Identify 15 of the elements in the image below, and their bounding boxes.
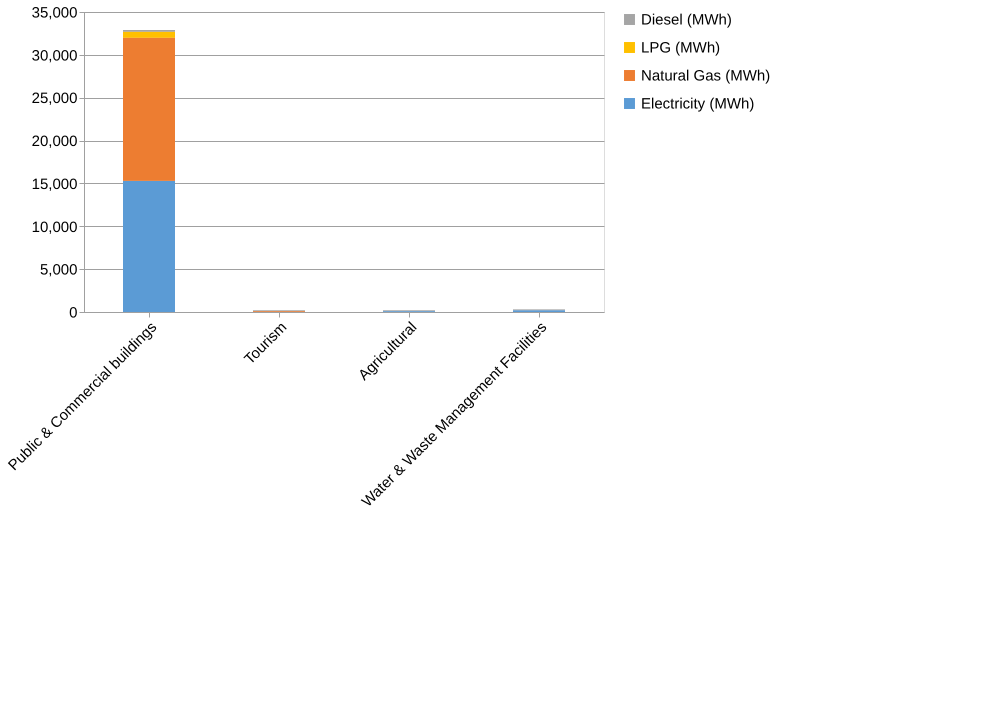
legend-label: Diesel (MWh) bbox=[641, 12, 732, 28]
legend-label: LPG (MWh) bbox=[641, 40, 720, 56]
y-tick-label: 25,000 bbox=[32, 90, 78, 108]
y-tick-label: 15,000 bbox=[32, 176, 78, 193]
bar bbox=[123, 38, 175, 181]
legend-label: Electricity (MWh) bbox=[641, 96, 754, 112]
y-tick-label: 20,000 bbox=[32, 133, 78, 150]
legend-label: Natural Gas (MWh) bbox=[641, 68, 770, 84]
bar bbox=[123, 180, 175, 312]
y-tick-label: 10,000 bbox=[32, 218, 78, 236]
y-tick-label: 35,000 bbox=[32, 4, 78, 22]
y-tick-label: 5,000 bbox=[40, 262, 78, 279]
bar bbox=[123, 32, 175, 38]
y-tick-label: 30,000 bbox=[32, 47, 78, 64]
y-tick-label: 0 bbox=[69, 304, 78, 322]
